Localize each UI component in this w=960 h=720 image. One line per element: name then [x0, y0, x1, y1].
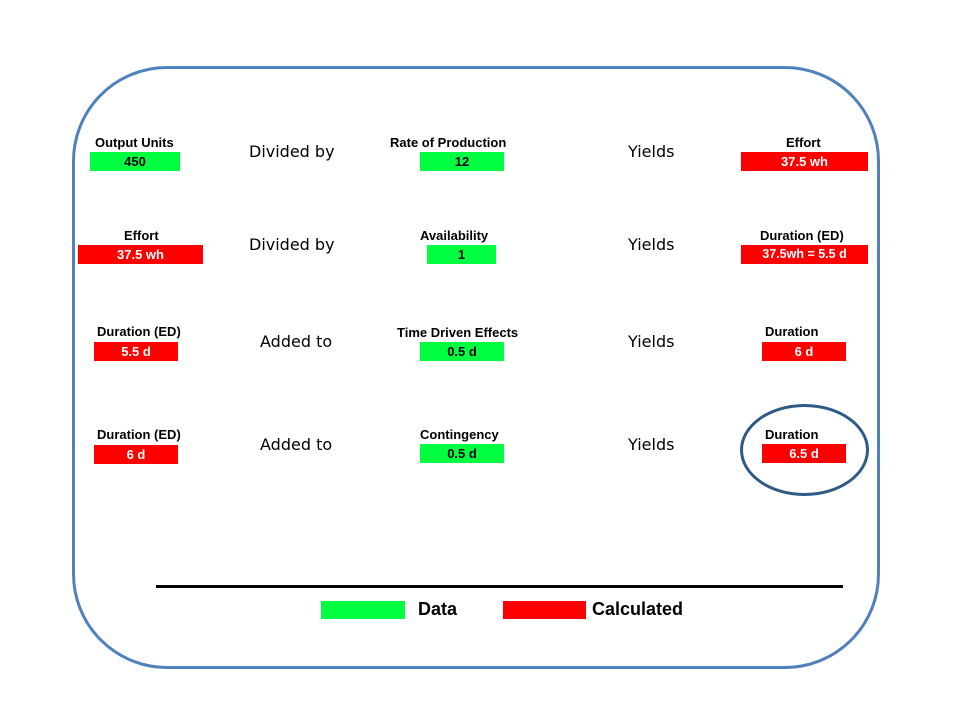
- legend-divider: [156, 585, 843, 588]
- diagram-frame: [72, 66, 880, 669]
- row3-result-value: 6 d: [762, 342, 846, 361]
- legend-calculated-swatch: [503, 601, 586, 619]
- final-result-highlight-oval: [740, 404, 869, 496]
- row2-input2-label: Availability: [420, 228, 489, 243]
- row2-result-value: 37.5wh = 5.5 d: [741, 245, 868, 264]
- row4-input2-label: Contingency: [420, 427, 499, 442]
- row3-operator: Added to: [260, 332, 333, 351]
- row3-input1-value: 5.5 d: [94, 342, 178, 361]
- row2-input2-value: 1: [427, 245, 496, 264]
- row3-input2-value: 0.5 d: [420, 342, 504, 361]
- row4-input1-label: Duration (ED): [97, 427, 181, 442]
- row1-input1-value: 450: [90, 152, 180, 171]
- row3-result-label: Duration: [765, 324, 819, 339]
- row2-input1-value: 37.5 wh: [78, 245, 203, 264]
- row1-result-word: Yields: [628, 142, 675, 161]
- row1-input2-value: 12: [420, 152, 504, 171]
- row2-result-word: Yields: [628, 235, 675, 254]
- row1-result-value: 37.5 wh: [741, 152, 868, 171]
- row1-operator: Divided by: [249, 142, 335, 161]
- row4-input2-value: 0.5 d: [420, 444, 504, 463]
- row1-result-label: Effort: [786, 135, 821, 150]
- row2-input1-label: Effort: [124, 228, 159, 243]
- legend-data-label: Data: [418, 599, 458, 619]
- row4-operator: Added to: [260, 435, 333, 454]
- legend-calculated-label: Calculated: [592, 599, 684, 619]
- legend-data-swatch: [321, 601, 405, 619]
- row2-operator: Divided by: [249, 235, 335, 254]
- row1-input1-label: Output Units: [95, 135, 174, 150]
- row4-result-word: Yields: [628, 435, 675, 454]
- row3-result-word: Yields: [628, 332, 675, 351]
- row2-result-label: Duration (ED): [760, 228, 844, 243]
- row4-input1-value: 6 d: [94, 445, 178, 464]
- row1-input2-label: Rate of Production: [390, 135, 507, 150]
- row3-input2-label: Time Driven Effects: [397, 325, 519, 340]
- row3-input1-label: Duration (ED): [97, 324, 181, 339]
